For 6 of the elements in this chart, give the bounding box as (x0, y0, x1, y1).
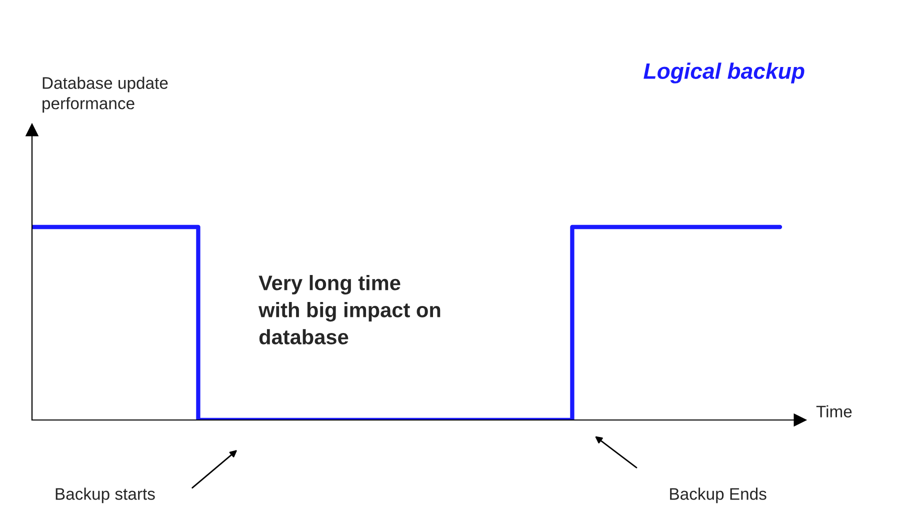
text: Database update performance (42, 76, 168, 113)
text: Backup Ends (670, 488, 766, 504)
chart-title: Logical backup (644, 62, 804, 84)
annotation: Very long time with big impact on database (258, 275, 440, 344)
text: Backup starts (56, 488, 155, 504)
x-axis-title: Time (816, 405, 852, 418)
